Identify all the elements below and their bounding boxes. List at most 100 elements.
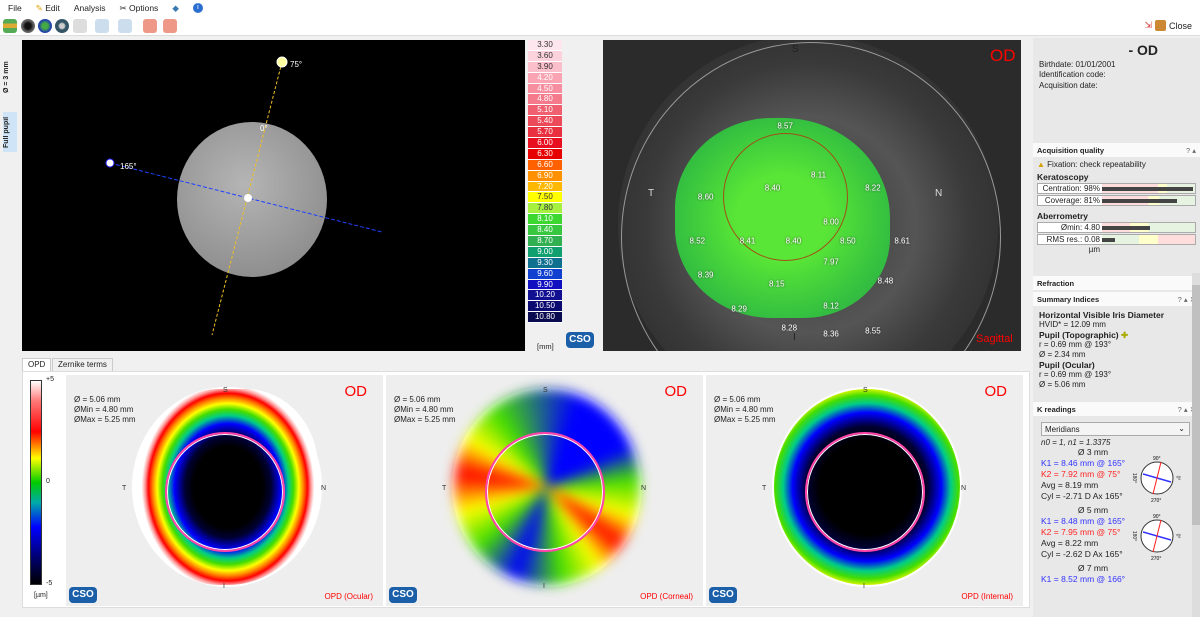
layout-icon[interactable] <box>3 19 17 33</box>
opd-map-1[interactable]: S I T N OD Ø = 5.06 mm ØMin = 4.80 mm ØMax = 5.… <box>66 375 383 606</box>
angle-label-165: 165° <box>120 162 137 171</box>
curvature-value: 8.60 <box>697 192 714 202</box>
toolbar: ⇲ Close <box>0 16 1200 36</box>
eye-image-icon[interactable] <box>21 19 35 33</box>
scale-step: 7.80 <box>528 203 562 215</box>
scale-step: 5.40 <box>528 116 562 128</box>
dir-t: T <box>442 485 447 492</box>
menu-edit[interactable]: ✎ Edit <box>36 3 60 14</box>
compare-icon[interactable] <box>95 19 109 33</box>
centration-label: Centration: 98% <box>1042 183 1100 193</box>
menu-options[interactable]: ✂ Options <box>120 3 159 14</box>
patient-title: - OD <box>1128 42 1158 58</box>
pupil-ocular-title: Pupil (Ocular) <box>1039 359 1095 370</box>
opd-color-scale <box>30 380 42 585</box>
panel-controls[interactable]: ? ▴ ✕ <box>1177 294 1196 304</box>
scale-step: 3.30 <box>528 40 562 51</box>
axis-dial-icon: 90° 270° <box>1140 456 1174 503</box>
curvature-value: 8.29 <box>731 304 747 314</box>
tab-opd[interactable]: OPD <box>22 358 52 371</box>
id-code: Identification code: <box>1039 69 1106 79</box>
full-pupil-tab[interactable]: Full pupil <box>3 112 17 152</box>
curvature-value: 8.50 <box>840 236 856 246</box>
dir-i: I <box>223 583 225 590</box>
menu-analysis[interactable]: Analysis <box>73 3 106 13</box>
compare2-icon[interactable] <box>118 19 132 33</box>
k2-value: K2 = 7.95 mm @ 75° <box>1041 526 1121 537</box>
opd-map-2[interactable]: S I T N OD Ø = 5.06 mm ØMin = 4.80 mm ØMax = 5.… <box>386 375 703 606</box>
pupil-circle <box>723 133 848 261</box>
hvid-value: HVID* = 12.09 mm <box>1039 319 1106 329</box>
scale-step: 10.50 <box>528 301 562 313</box>
tab-zernike[interactable]: Zernike terms <box>52 358 113 371</box>
k1-value: K1 = 8.46 mm @ 165° <box>1041 457 1126 468</box>
bottom-panel: OPD Zernike terms +5 0 -5 [µm] S I T N OD Ø =… <box>22 358 1030 608</box>
topography-icon[interactable] <box>38 19 52 33</box>
summary-header[interactable]: Summary Indices ? ▴ ✕ <box>1033 291 1200 306</box>
diameter-max: ØMax = 5.25 mm <box>74 415 136 424</box>
select-value: Meridians <box>1045 424 1080 434</box>
meridians-select[interactable]: Meridians ⌄ <box>1041 421 1190 436</box>
diameter-max: ØMax = 5.25 mm <box>714 415 776 424</box>
hvid-title: Horizontal Visible Iris Diameter <box>1039 309 1165 320</box>
angle-label-75: 75° <box>290 60 303 69</box>
aberrometry-title: Aberrometry <box>1037 210 1089 221</box>
scale-step: 7.50 <box>528 192 562 204</box>
refraction-header[interactable]: Refraction▾ <box>1033 275 1200 290</box>
scrollbar[interactable] <box>1192 273 1200 617</box>
info-icon[interactable]: i <box>192 3 203 13</box>
eye-label: OD <box>984 383 1008 400</box>
dir-s: S <box>863 387 868 394</box>
omin-bar: Ømin: 4.80 <box>1037 221 1196 233</box>
acq-quality-title: Acquisition quality <box>1037 145 1105 155</box>
scale-unit: [µm] <box>34 592 48 599</box>
book-icon[interactable]: ◆ <box>172 2 179 13</box>
warning-text: Fixation: check repeatability <box>1047 159 1146 169</box>
pupil-image-panel[interactable]: 75° 165° 0° <box>22 40 525 351</box>
scale-step: 6.00 <box>528 138 562 149</box>
acq-quality-header[interactable]: Acquisition quality ? ▴ <box>1033 142 1200 157</box>
curvature-value: 8.22 <box>865 183 881 193</box>
dial-180: 180° <box>1131 530 1138 541</box>
pupil-ring <box>485 432 605 552</box>
omin-fill <box>1102 225 1151 230</box>
axis-dial-icon: 90° 270° <box>1140 514 1174 561</box>
scale-step: 4.50 <box>528 83 562 95</box>
scale-step: 6.30 <box>528 148 562 160</box>
dial-90: 90° <box>1153 514 1161 520</box>
scale-step: 6.60 <box>528 159 562 171</box>
diameter-tab[interactable]: Ø = 3 mm <box>3 61 10 93</box>
color-scale: 3.30 3.60 3.90 4.20 4.50 4.80 5.10 5.40 5.70 6.00… <box>528 40 562 324</box>
export-icon[interactable] <box>143 19 157 33</box>
crosshair-icon: ✚ <box>1121 329 1129 340</box>
warning-icon: ▲ <box>1037 159 1045 169</box>
kreadings-header[interactable]: K readings ? ▴ ✕ <box>1033 401 1200 416</box>
k2-value: K2 = 7.92 mm @ 75° <box>1041 468 1121 479</box>
k-zone: Ø 7 mm K1 = 8.52 mm @ 166° <box>1033 563 1200 584</box>
centration-bar: Centration: 98% <box>1037 182 1196 194</box>
diameter-min: ØMin = 4.80 mm <box>714 405 774 414</box>
opd-map-3[interactable]: S I T N OD Ø = 5.06 mm ØMin = 4.80 mm ØMax = 5.… <box>706 375 1023 606</box>
centration-fill <box>1102 186 1194 191</box>
close-button[interactable]: ⇲ Close <box>1144 20 1192 31</box>
curvature-value: 7.97 <box>823 257 839 267</box>
topography-map[interactable]: 8.57 8.11 8.60 8.40 8.22 8.00 8.52 8.41 8.40 8.50… <box>603 40 1021 351</box>
zone-diameter: Ø 3 mm <box>1077 446 1109 457</box>
export2-icon[interactable] <box>163 19 177 33</box>
dial-0: 0° <box>1174 475 1181 480</box>
aberrometry-icon[interactable] <box>55 19 69 33</box>
k-zone: Ø 5 mm K1 = 8.48 mm @ 165° K2 = 7.95 mm @ … <box>1033 505 1200 563</box>
scale-step: 6.90 <box>528 170 562 182</box>
curvature-value: 8.40 <box>785 236 802 246</box>
panel-controls[interactable]: ? ▴ ✕ <box>1177 404 1196 414</box>
map-type-label[interactable]: Sagittal <box>976 333 1013 345</box>
scale-step: 4.80 <box>528 94 562 106</box>
cyl-value: Cyl = -2.71 D Ax 165° <box>1041 490 1123 501</box>
menu-file[interactable]: File <box>8 3 22 13</box>
dir-i: I <box>863 583 865 590</box>
panel-controls[interactable]: ? ▴ <box>1185 145 1196 155</box>
scale-step: 5.70 <box>528 127 562 139</box>
diameter-max: ØMax = 5.25 mm <box>394 415 456 424</box>
map-label: OPD (Ocular) <box>324 592 373 601</box>
pupil-ocular-d: Ø = 5.06 mm <box>1039 379 1086 389</box>
